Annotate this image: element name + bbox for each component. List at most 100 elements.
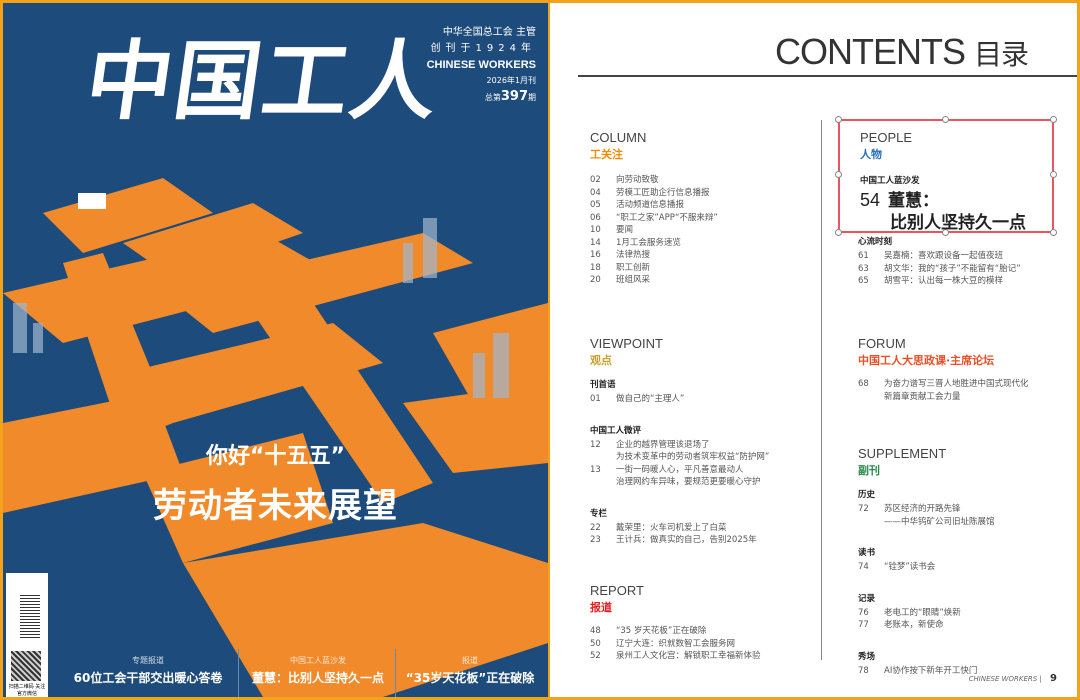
publisher-info: 中华全国总工会 主管 创刊于1924年 CHINESE WORKERS 2026… <box>427 25 536 106</box>
section-forum: FORUM 中国工人大思政课·主席论坛 68 为奋力谱写三晋人地胜进中国式现代化新… <box>858 336 1073 403</box>
toc-entry[interactable]: 78 AI协作按下新年开工快门 <box>858 665 1073 678</box>
toc-entry[interactable]: 12 企业的越界管理该退场了 <box>590 439 815 452</box>
toc-entry[interactable]: 65 胡雪平：认出每一株大豆的模样 <box>858 275 1068 288</box>
entry-page: 18 <box>590 262 601 273</box>
bottom-item: 专题报道 60位工会干部交出暖心答卷 <box>73 655 223 686</box>
toc-entry[interactable]: 10 要闻 <box>590 224 815 237</box>
entry-title: 王计兵：做真实的自己，告别2025年 <box>616 535 757 545</box>
resize-handle[interactable] <box>835 116 842 123</box>
toc-entry[interactable]: 68 为奋力谱写三晋人地胜进中国式现代化 <box>858 378 1073 391</box>
bottom-item: 中国工人蓝沙发 董慧：比别人坚持久一点 <box>243 655 393 686</box>
toc-entry[interactable]: 76 老电工的“眼睛”焕新 <box>858 607 1073 620</box>
entry-page: 63 <box>858 263 869 274</box>
entry-title-cont: 为技术变革中的劳动者筑牢权益“防护网” <box>616 452 770 462</box>
feature-story[interactable]: 54 董慧： 比别人坚持久一点 <box>860 189 1070 234</box>
headline-kicker: 你好“十五五” <box>206 444 345 469</box>
entry-title: 1月工会服务速览 <box>616 237 681 248</box>
toc-entry[interactable]: 22 戴荣里：火车司机爱上了白菜 <box>590 522 815 535</box>
toc-entry[interactable]: 新篇章贡献工会力量 <box>858 391 1073 404</box>
toc-entry[interactable]: 52 泉州工人文化宫：解锁职工幸福新体验 <box>590 650 815 663</box>
resize-handle[interactable] <box>942 229 949 236</box>
feature-title: 董慧： <box>888 191 940 211</box>
entry-title: 做自己的“主理人” <box>616 394 685 404</box>
group-title: 中国工人微评 <box>590 425 642 436</box>
entry-page: 22 <box>590 522 601 533</box>
toc-entry[interactable]: 63 胡文华：我的“孩子”不能留有“胎记” <box>858 263 1068 276</box>
magazine-cover: 中国工人 中华全国总工会 主管 创刊于1924年 CHINESE WORKERS… <box>3 3 548 697</box>
toc-entry[interactable]: 01 做自己的“主理人” <box>590 393 815 406</box>
entry-title: “35 岁天花板”正在破除 <box>616 626 707 636</box>
barcode-panel: 扫描二维码 关注官方微信 <box>6 573 48 697</box>
entry-page: 06 <box>590 212 601 223</box>
resize-handle[interactable] <box>835 229 842 236</box>
entry-title: 职工创新 <box>616 262 651 273</box>
toc-entry[interactable]: 23 王计兵：做真实的自己，告别2025年 <box>590 534 815 547</box>
section-en: REPORT <box>590 583 644 598</box>
toc-entry[interactable]: 04 劳模工匠助企行信息播报 <box>590 187 815 200</box>
entry-title: 辽宁大连：织就数智工会服务网 <box>616 638 736 649</box>
entry-title: 活动频道信息播报 <box>616 200 685 210</box>
title-en: CONTENTS <box>775 31 966 72</box>
entry-title-cont: 新篇章贡献工会力量 <box>884 391 961 402</box>
resize-handle[interactable] <box>1050 116 1057 123</box>
toc-entry[interactable]: 72 苏区经济的开路先锋 <box>858 503 1073 516</box>
section-cn: 中国工人大思政课·主席论坛 <box>858 354 995 367</box>
divider <box>395 649 396 697</box>
toc-entry[interactable]: 06 “职工之家”APP“不服来辩” <box>590 212 815 225</box>
entry-title: “铨梦”读书会 <box>884 562 936 572</box>
divider <box>238 649 239 697</box>
entry-page: 13 <box>590 464 601 475</box>
group-title: 历史 <box>858 490 876 500</box>
entry-title: 戴荣里：火车司机爱上了白菜 <box>616 522 727 533</box>
toc-entry[interactable]: 77 老账本，新使命 <box>858 619 1073 632</box>
entry-title: 法律热搜 <box>616 250 651 260</box>
footer-brand: CHINESE WORKERS <box>968 675 1038 683</box>
toc-entry[interactable]: 18 职工创新 <box>590 262 815 275</box>
founded: 创刊于1924年 <box>430 43 536 54</box>
resize-handle[interactable] <box>1050 171 1057 178</box>
entry-page: 14 <box>590 237 601 248</box>
group-title: 秀场 <box>858 651 876 662</box>
resize-handle[interactable] <box>835 171 842 178</box>
toc-entry[interactable]: 48 “35 岁天花板”正在破除 <box>590 625 815 638</box>
entry-title: 企业的越界管理该退场了 <box>616 439 710 450</box>
toc-entry[interactable]: 16 法律热搜 <box>590 249 815 262</box>
section-report: REPORT 报道 48 “35 岁天花板”正在破除 50 辽宁大连：织就数智工会服务… <box>590 583 815 663</box>
entry-page: 01 <box>590 394 601 404</box>
entry-page: 68 <box>858 379 869 389</box>
toc-entry[interactable]: 05 活动频道信息播报 <box>590 199 815 212</box>
toc-entry[interactable]: 14 1月工会服务速览 <box>590 237 815 250</box>
toc-entry[interactable]: 治理网约车异味，要规范更要暖心守护 <box>590 476 815 489</box>
entry-title: AI协作按下新年开工快门 <box>884 665 978 676</box>
entry-title: 老电工的“眼睛”焕新 <box>884 607 961 618</box>
toc-entry[interactable]: 为技术变革中的劳动者筑牢权益“防护网” <box>590 451 815 464</box>
entry-page: 04 <box>590 187 601 198</box>
group-title: 记录 <box>858 593 876 604</box>
entry-title: 向劳动致敬 <box>616 175 659 185</box>
entry-title: 胡文华：我的“孩子”不能留有“胎记” <box>884 263 1021 274</box>
resize-handle[interactable] <box>1050 229 1057 236</box>
toc-entry[interactable]: ——中华钨矿公司旧址陈展馆 <box>858 516 1073 529</box>
section-cn: 副刊 <box>858 464 880 477</box>
toc-entry[interactable]: 13 一街一码暖人心，平凡善意最动人 <box>590 464 815 477</box>
page-number: 9 <box>1050 673 1057 684</box>
entry-page: 10 <box>590 225 601 235</box>
entry-title: 劳模工匠助企行信息播报 <box>616 187 710 198</box>
bottom-kicker: 报道 <box>462 656 478 665</box>
toc-entry[interactable]: 20 班组风采 <box>590 274 815 287</box>
english-title: CHINESE WORKERS <box>426 59 536 71</box>
section-viewpoint: VIEWPOINT 观点 刊首语 01 做自己的“主理人” 中国工人微评 12 企业的越界… <box>590 336 815 547</box>
entry-page: 48 <box>590 626 601 636</box>
feature-title: 比别人坚持久一点 <box>890 213 1026 233</box>
selection-box[interactable] <box>835 116 1057 236</box>
qr-caption: 扫描二维码 关注官方微信 <box>8 684 46 697</box>
entry-title: “职工之家”APP“不服来辩” <box>616 212 718 223</box>
resize-handle[interactable] <box>942 116 949 123</box>
entry-page: 78 <box>858 665 869 676</box>
section-en: SUPPLEMENT <box>858 446 947 461</box>
toc-entry[interactable]: 74 “铨梦”读书会 <box>858 561 1073 574</box>
issue-suffix: 期 <box>528 93 536 102</box>
toc-entry[interactable]: 50 辽宁大连：织就数智工会服务网 <box>590 638 815 651</box>
toc-entry[interactable]: 61 吴嘉楠：喜欢跟设备一起值夜班 <box>858 250 1068 263</box>
toc-entry[interactable]: 02 向劳动致敬 <box>590 174 815 187</box>
